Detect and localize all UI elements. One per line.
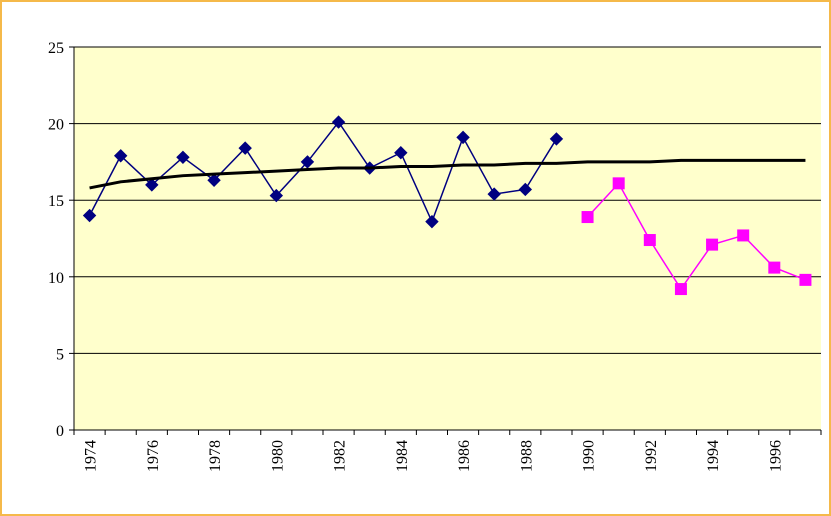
x-tick-label: 1992 — [643, 440, 660, 472]
series-line — [89, 158, 806, 190]
x-tick-label: 1996 — [767, 440, 784, 472]
marker — [581, 211, 594, 224]
marker — [394, 146, 408, 160]
y-tick-label: 25 — [48, 40, 64, 57]
y-tick-label: 0 — [56, 423, 64, 440]
x-tick-label: 1988 — [518, 440, 535, 472]
marker — [487, 187, 501, 201]
marker — [300, 155, 315, 169]
y-tick-label: 10 — [48, 270, 64, 287]
marker — [207, 173, 221, 187]
marker — [799, 273, 812, 286]
x-tick-label: 1980 — [269, 440, 286, 472]
marker — [238, 141, 252, 155]
marker — [674, 283, 687, 296]
x-tick-label: 1984 — [394, 440, 411, 472]
plot-area — [74, 47, 821, 430]
x-tick-label: 1978 — [207, 440, 224, 472]
marker — [518, 182, 533, 197]
marker — [145, 178, 159, 192]
marker — [643, 234, 656, 247]
marker — [768, 261, 781, 274]
marker — [612, 177, 625, 190]
y-tick-label: 5 — [56, 346, 64, 363]
x-tick-label: 1990 — [581, 440, 598, 472]
x-tick-label: 1994 — [705, 440, 722, 472]
marker — [269, 188, 284, 203]
x-tick-label: 1982 — [332, 440, 349, 472]
marker — [82, 208, 97, 223]
marker — [113, 149, 128, 163]
marker — [549, 132, 564, 146]
x-tick-label: 1986 — [456, 440, 473, 472]
marker — [176, 150, 190, 165]
x-tick-label: 1974 — [83, 440, 100, 472]
marker — [425, 214, 439, 229]
y-tick-label: 20 — [48, 117, 64, 134]
y-tick-label: 15 — [48, 193, 64, 210]
marker — [706, 238, 719, 251]
x-tick-label: 1976 — [145, 440, 162, 472]
marker — [456, 130, 470, 145]
marker — [331, 115, 346, 129]
marker — [737, 229, 750, 242]
